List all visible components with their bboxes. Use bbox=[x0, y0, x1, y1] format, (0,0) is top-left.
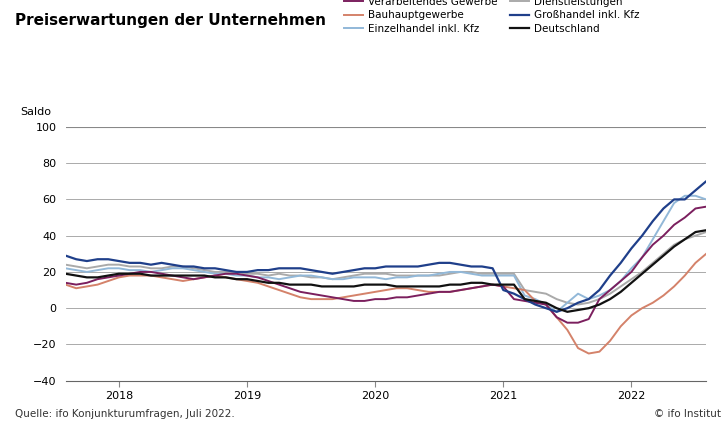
Text: Saldo: Saldo bbox=[20, 107, 52, 117]
Text: Preiserwartungen der Unternehmen: Preiserwartungen der Unternehmen bbox=[15, 13, 325, 27]
Legend: Verarbeitendes Gewerbe, Bauhauptgewerbe, Einzelhandel inkl. Kfz, Dienstleistunge: Verarbeitendes Gewerbe, Bauhauptgewerbe,… bbox=[340, 0, 644, 38]
Text: © ifo Institut: © ifo Institut bbox=[654, 409, 721, 419]
Text: Quelle: ifo Konjunkturumfragen, Juli 2022.: Quelle: ifo Konjunkturumfragen, Juli 202… bbox=[15, 409, 234, 419]
